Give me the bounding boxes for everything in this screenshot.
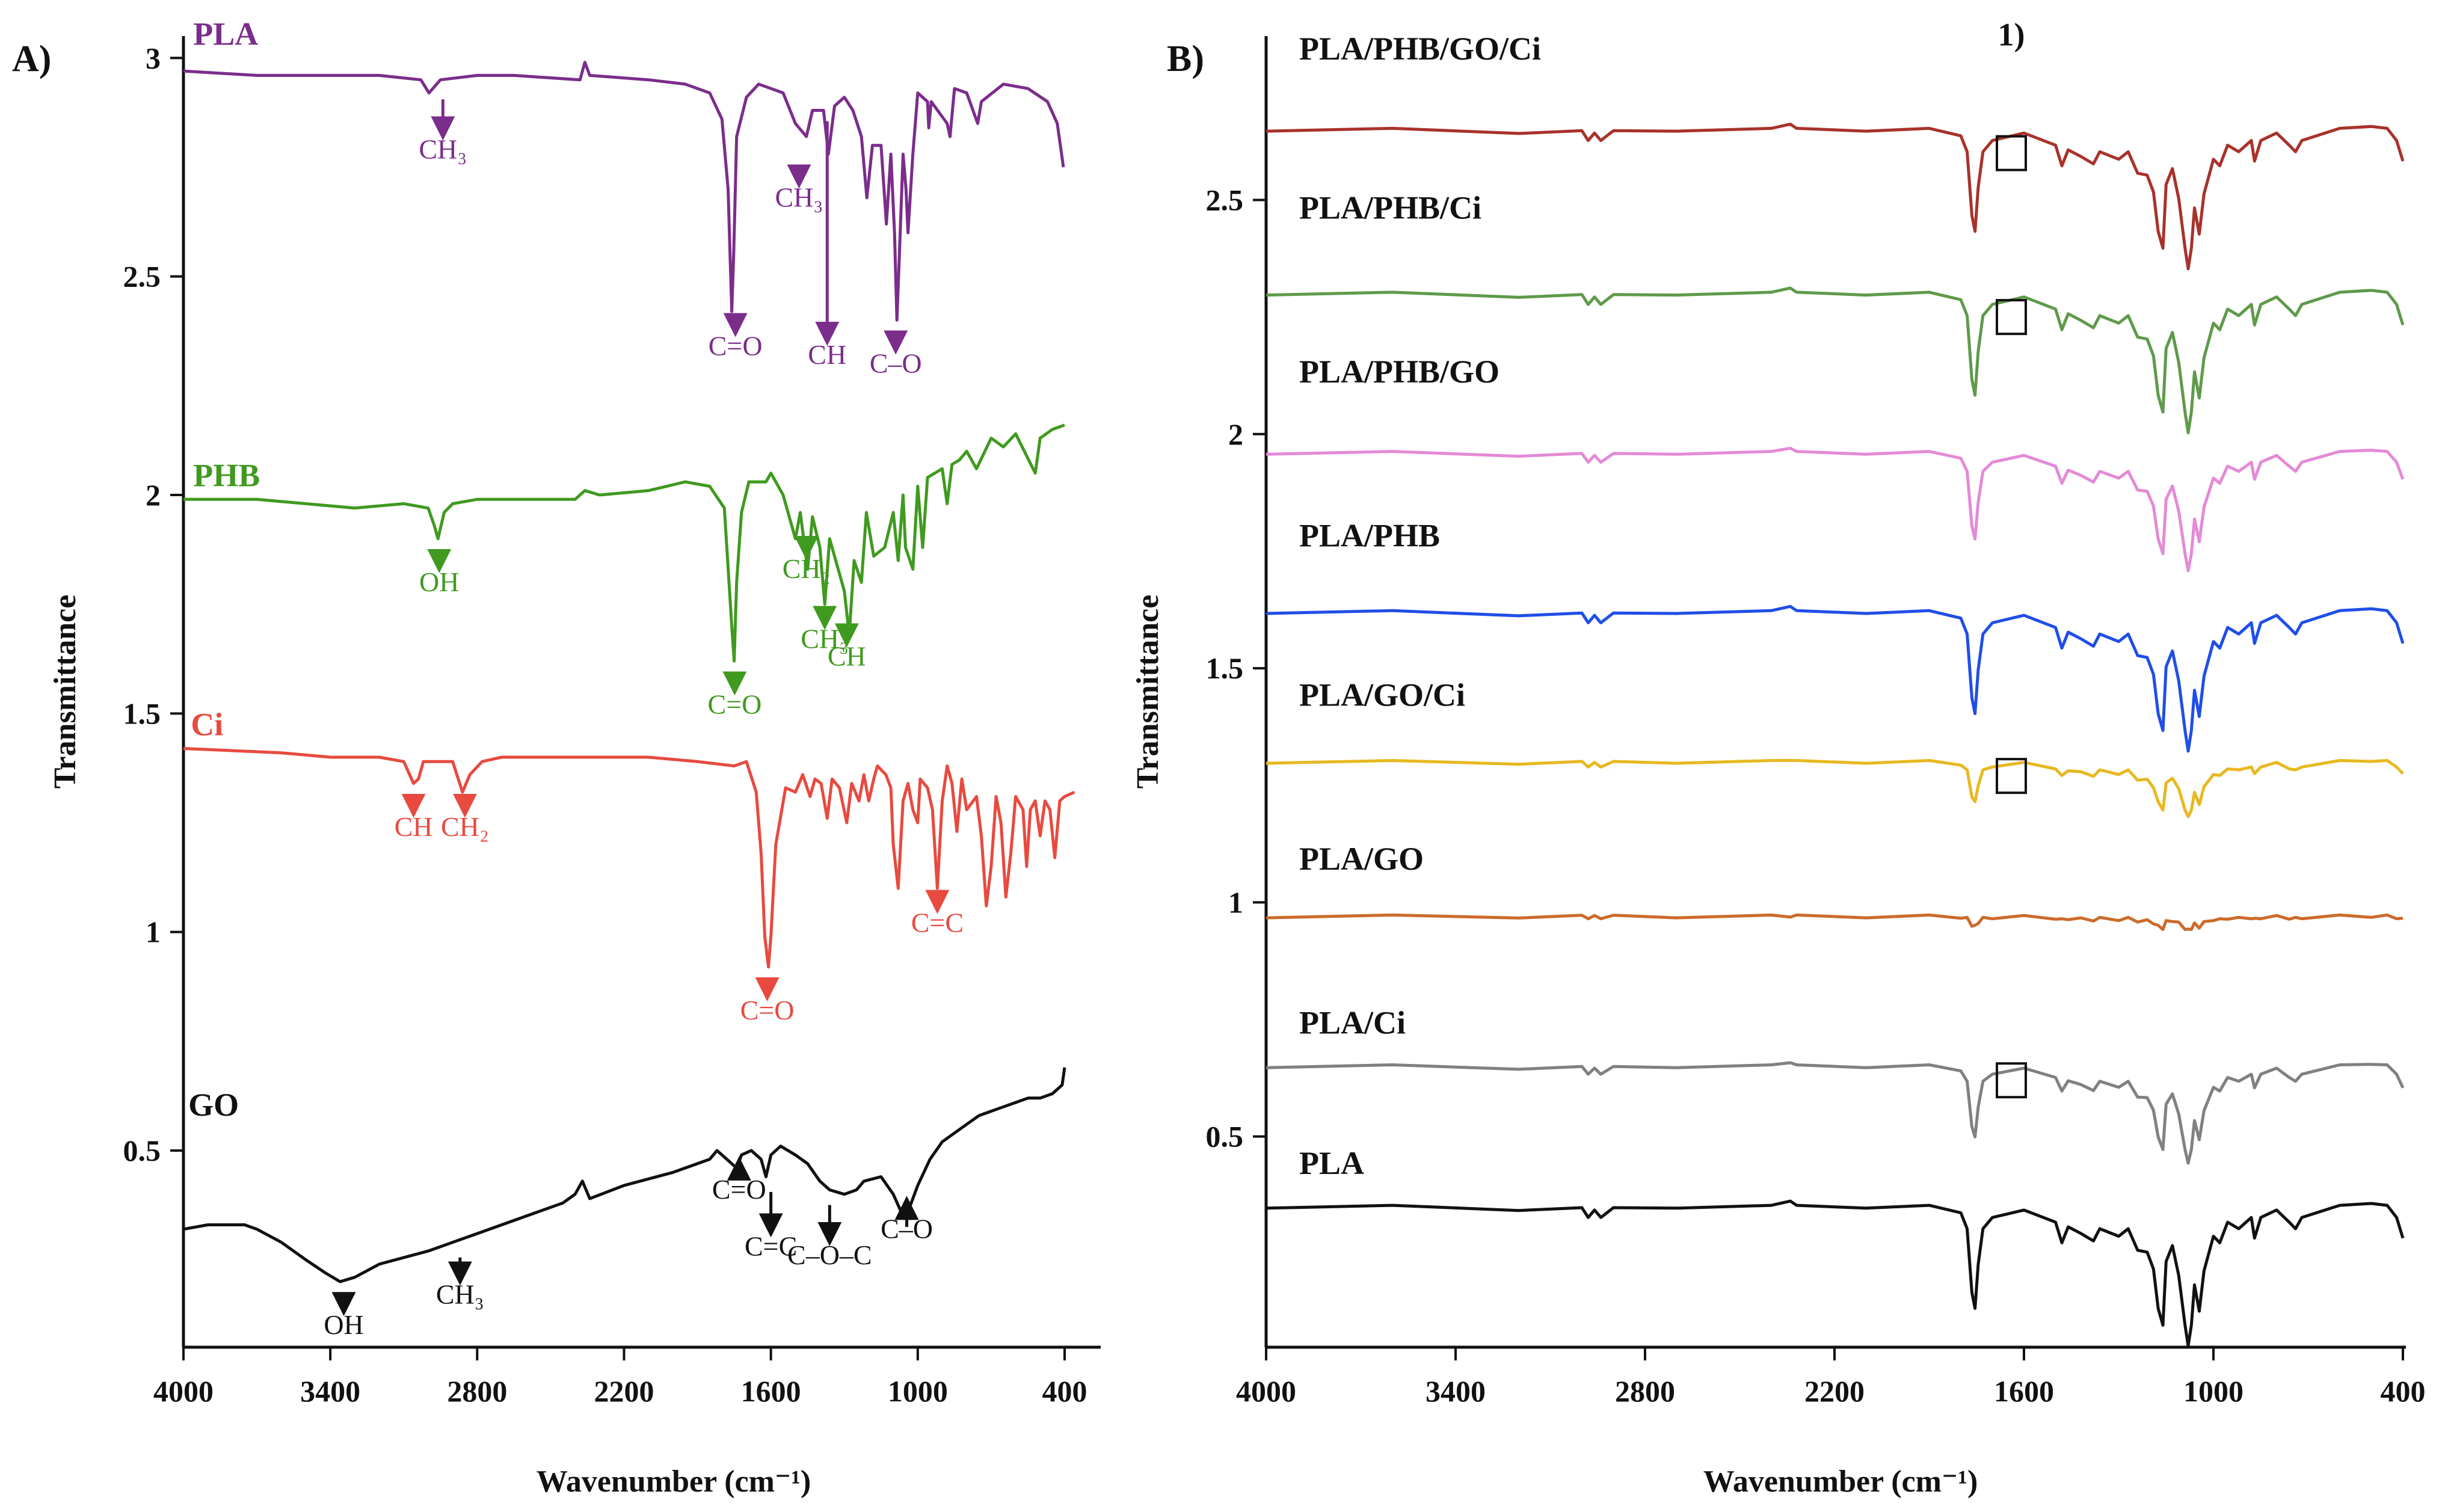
series-pla-phb-label: PLA/PHB: [1299, 518, 1440, 554]
annotation-label: CH: [828, 641, 866, 671]
panel-a-y-tick-label: 1: [146, 915, 161, 949]
series-go-label: GO: [188, 1087, 239, 1123]
panel-a-y-tick-label: 0.5: [123, 1134, 161, 1167]
series-pla-label: PLA: [1299, 1145, 1364, 1181]
panel-b-plot-area: 0.511.522.5 4000 3400 2800 2200 1600 1000 400 …: [1206, 17, 2426, 1408]
panel-b-y-tick-label: 2.5: [1206, 183, 1244, 217]
panel-b-x-tick-label: 400: [2381, 1374, 2426, 1408]
annotation-label: C–O–C: [787, 1240, 872, 1270]
series-pla-go-label: PLA/GO: [1299, 841, 1424, 877]
panel-a-x-tick-label: 400: [1042, 1374, 1087, 1408]
highlight-box: [1996, 758, 2027, 794]
panel-a-series: [183, 61, 1075, 1283]
annotation-label: CH₂: [441, 811, 489, 842]
panel-b-series: [1266, 122, 2405, 1348]
series-pla-go-ci-line: [1266, 758, 2404, 819]
annotation-label: C=O: [708, 689, 762, 719]
annotation-label: CH₃: [775, 182, 823, 212]
panel-b-x-tick-label: 1600: [1994, 1374, 2054, 1408]
series-pla-phb-go-ci-label: PLA/PHB/GO/Ci: [1299, 31, 1541, 67]
panel-a-series-labels: PLA PHB Ci GO: [188, 16, 260, 1123]
series-go-line: [183, 1067, 1066, 1283]
panel-a-annotations: CH₃ C=O CH₃ CH C–O OH C=O CH₂ CH₃ CH CH CH₂ C=O C=C OH…: [324, 99, 964, 1340]
series-pla-line: [1266, 1199, 2405, 1348]
panel-a-x-axis-title: Wavenumber (cm⁻¹): [537, 1464, 811, 1499]
annotation-label: C–O: [870, 348, 922, 379]
panel-b-y-tick-label: 2: [1228, 417, 1243, 451]
annotation-label: CH₃: [436, 1279, 484, 1309]
panel-b-y-tick-label: 1.5: [1206, 651, 1244, 685]
panel-a-x-tick-label: 2200: [594, 1374, 654, 1408]
panel-b-y-ticks: 0.5 1 1.5 2 2.5: [1206, 183, 1266, 1154]
panel-a-x-tick-label: 1600: [741, 1374, 801, 1408]
panel-a-x-tick-label: 4000: [153, 1374, 214, 1408]
panel-a-y-tick-label: 3: [146, 41, 161, 75]
panel-b-x-tick-label: 2800: [1615, 1374, 1675, 1408]
annotation-label: C=C: [745, 1231, 797, 1261]
panel-b-x-tick-label: 2200: [1804, 1374, 1865, 1408]
series-pla-phb-go-label: PLA/PHB/GO: [1299, 354, 1499, 390]
panel-a-x-tick-label: 1000: [888, 1374, 948, 1408]
panel-a-y-tick-label: 1.5: [123, 696, 161, 730]
annotation-label: C=C: [911, 908, 964, 938]
series-pla-phb-go-ci-line: [1266, 122, 2405, 271]
panel-b-x-axis-title: Wavenumber (cm⁻¹): [1703, 1464, 1978, 1499]
series-pla-label: PLA: [193, 16, 258, 52]
panel-b-x-tick-label: 3400: [1426, 1374, 1486, 1408]
panel-b-annotations: 1): [1996, 17, 2027, 1099]
panel-b-x-ticks: 4000 3400 2800 2200 1600 1000 400: [1236, 1347, 2426, 1408]
panel-a-x-ticks: 4000 3400 2800 2200 1600 1000 400: [153, 1347, 1087, 1408]
annotation-label: CH: [395, 811, 433, 842]
highlight-box: [1996, 1062, 2027, 1099]
series-pla-phb-ci-line: [1266, 286, 2405, 434]
series-ci-line: [183, 747, 1075, 969]
panel-b-series-labels: PLA/PHB/GO/Ci PLA/PHB/Ci PLA/PHB/GO PLA/PHB…: [1299, 31, 1541, 1181]
series-phb-line: [183, 423, 1065, 663]
panel-a-label: A): [12, 38, 51, 79]
series-pla-ci-label: PLA/Ci: [1299, 1004, 1406, 1040]
panel-a-plot-area: 0.511.522.53 4000 3400 2800 2200 1600 1000 400…: [123, 16, 1101, 1408]
annotation-label: C=O: [709, 330, 763, 361]
panel-a-y-axis-title: Transmittance: [48, 595, 82, 789]
annotation-label: CH₂: [783, 553, 831, 584]
panel-a-y-tick-label: 2.5: [123, 260, 161, 293]
series-pla-phb-line: [1266, 604, 2405, 753]
highlight-box: [1996, 135, 2027, 171]
panel-a-y-tick-label: 2: [146, 478, 161, 512]
series-pla-go-line: [1266, 913, 2404, 931]
series-pla-line: [183, 61, 1065, 322]
annotation-label: OH: [324, 1309, 363, 1340]
panel-b-label: B): [1167, 38, 1204, 79]
annotation-label: CH₃: [419, 134, 467, 164]
annotation-label: C=O: [712, 1174, 766, 1205]
panel-b: B) 0.511.522.5 4000 3400 2800 2200 1600 1000 4…: [1131, 17, 2426, 1499]
panel-a: A) 0.5 1 1.5 2 2.5 3 4000 3400 2800 2200 1600 1000…: [12, 16, 1101, 1499]
annotation-label: 1): [1998, 17, 2025, 53]
panel-b-y-axis-title: Transmittance: [1131, 595, 1165, 789]
panel-a-x-tick-label: 2800: [447, 1374, 507, 1408]
panel-a-y-ticks: 0.5 1 1.5 2 2.5 3: [123, 41, 183, 1167]
panel-b-y-tick-label: 1: [1228, 885, 1243, 919]
panel-b-y-tick-label: 0.5: [1206, 1120, 1244, 1154]
series-ci-label: Ci: [191, 707, 223, 743]
panel-b-x-tick-label: 4000: [1236, 1374, 1296, 1408]
series-pla-go-ci-label: PLA/GO/Ci: [1299, 677, 1465, 713]
series-pla-phb-ci-label: PLA/PHB/Ci: [1299, 190, 1481, 226]
annotation-label: OH: [419, 567, 459, 597]
annotation-label: C–O: [881, 1213, 933, 1244]
panel-a-x-tick-label: 3400: [300, 1374, 360, 1408]
series-phb-label: PHB: [193, 457, 260, 493]
series-pla-ci-line: [1266, 1061, 2405, 1165]
series-pla-phb-go-line: [1266, 446, 2405, 573]
annotation-label: C=O: [740, 995, 795, 1025]
annotation-label: CH: [808, 339, 846, 370]
highlight-box: [1996, 299, 2027, 336]
panel-b-x-tick-label: 1000: [2183, 1374, 2244, 1408]
